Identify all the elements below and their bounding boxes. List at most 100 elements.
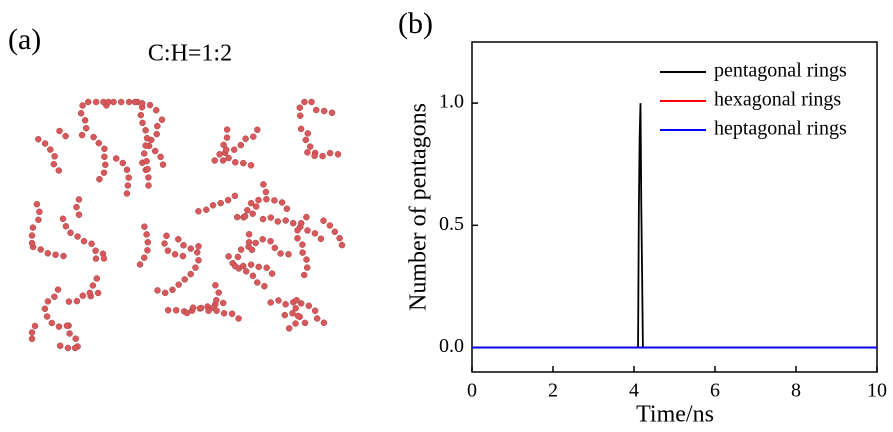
atom: [197, 304, 205, 312]
atom: [217, 199, 224, 207]
atom: [140, 150, 148, 157]
atom: [240, 159, 247, 167]
atom: [163, 232, 170, 240]
atom: [88, 240, 95, 248]
atom: [274, 218, 282, 225]
atom: [303, 264, 311, 271]
atom: [260, 181, 267, 188]
atom: [93, 275, 101, 282]
atom: [261, 282, 268, 290]
atom: [137, 111, 145, 119]
atom: [222, 146, 230, 153]
atom: [151, 147, 159, 155]
x-tick-label: 0: [467, 380, 477, 402]
atom: [60, 252, 67, 260]
atom: [304, 149, 311, 156]
x-tick-label: 6: [710, 380, 720, 402]
atom: [239, 262, 247, 270]
atom: [67, 229, 74, 237]
atom: [254, 126, 261, 134]
atom: [241, 212, 249, 220]
atom: [237, 141, 245, 149]
atom: [171, 251, 179, 258]
atom: [112, 155, 120, 162]
atom: [220, 310, 228, 317]
atom: [289, 219, 297, 227]
molecule-snapshot: [28, 98, 346, 352]
atom: [44, 250, 52, 257]
atom: [308, 98, 315, 106]
atom: [281, 311, 289, 319]
atom: [205, 307, 212, 314]
atom: [213, 296, 220, 304]
atom: [73, 203, 80, 211]
atom: [219, 157, 227, 164]
atom: [71, 344, 79, 352]
atom: [172, 307, 180, 314]
atom: [52, 251, 59, 259]
x-tick-label: 2: [548, 380, 558, 402]
atom: [301, 98, 308, 106]
atom: [56, 342, 64, 350]
atom: [215, 289, 222, 296]
atom: [334, 151, 342, 158]
atom: [169, 286, 176, 294]
atom: [63, 322, 71, 329]
atom: [84, 98, 92, 106]
atom: [29, 224, 37, 231]
atom: [187, 270, 194, 278]
atom: [223, 134, 231, 141]
atom: [317, 235, 325, 243]
atom: [153, 130, 160, 138]
atom: [305, 302, 313, 310]
atom: [147, 136, 155, 144]
atom: [102, 161, 109, 169]
atom: [65, 298, 73, 305]
atom: [225, 253, 232, 260]
atom: [262, 188, 270, 196]
atom: [259, 215, 267, 223]
atom: [195, 208, 202, 215]
atom: [161, 240, 168, 247]
plot-frame: [471, 41, 878, 373]
atom: [181, 276, 188, 283]
atom: [209, 202, 217, 209]
atom: [297, 300, 305, 307]
atom: [303, 256, 310, 263]
atom: [302, 136, 310, 144]
atom: [195, 243, 202, 250]
atom: [267, 299, 274, 306]
legend-label: heptagonal rings: [714, 118, 847, 140]
atom: [225, 154, 232, 162]
atom: [252, 239, 259, 247]
atom: [51, 153, 58, 160]
atom: [189, 304, 197, 311]
atom: [144, 247, 151, 254]
atom: [304, 227, 311, 234]
atom: [255, 196, 262, 204]
atom: [144, 239, 152, 246]
atom: [139, 119, 146, 127]
atom: [248, 246, 256, 254]
atom: [311, 230, 319, 237]
atom: [28, 232, 36, 239]
atom: [143, 231, 150, 238]
atom: [338, 241, 346, 249]
atom: [92, 98, 100, 106]
atom: [89, 282, 97, 289]
atom: [145, 174, 152, 181]
atom: [95, 139, 103, 147]
atom: [187, 245, 195, 252]
atom: [212, 282, 219, 289]
atom: [101, 153, 108, 161]
atom: [48, 319, 56, 327]
atom: [311, 152, 318, 160]
atom: [117, 98, 125, 106]
atom: [144, 165, 151, 173]
atom: [268, 270, 276, 277]
atom: [140, 254, 148, 261]
atom: [123, 190, 131, 197]
atom: [101, 145, 108, 153]
atom: [33, 200, 41, 208]
